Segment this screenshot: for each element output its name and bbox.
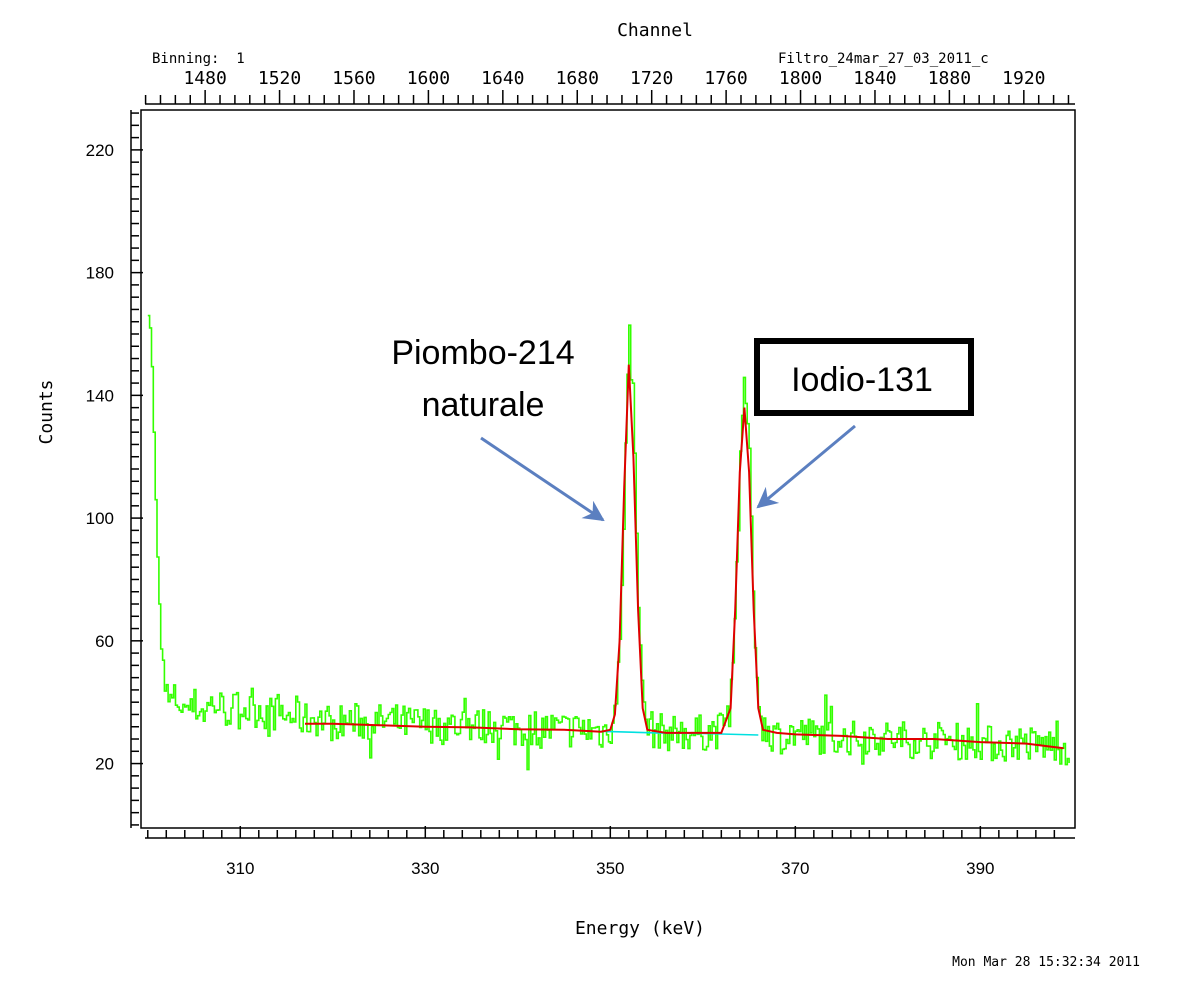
top-tick-label: 1600 (407, 68, 450, 89)
iodine-arrow (756, 424, 856, 509)
y-tick-label: 100 (86, 509, 114, 528)
spectrum-series (147, 314, 1070, 771)
x-tick-label: 350 (596, 859, 624, 878)
top-tick-label: 1760 (704, 68, 747, 89)
top-tick-label: 1840 (853, 68, 896, 89)
top-tick-label: 1480 (183, 68, 226, 89)
series-group (147, 314, 1070, 771)
iodine-label-box (754, 338, 974, 416)
top-tick-label: 1560 (332, 68, 375, 89)
lead-arrow (480, 436, 605, 522)
lead-annotation-line1: Piombo-214 (391, 334, 574, 372)
y-axis-label: Counts (36, 379, 57, 444)
binning-label: Binning: 1 (152, 51, 245, 67)
timestamp: Mon Mar 28 15:32:34 2011 (952, 955, 1140, 970)
y-tick-label: 60 (95, 632, 114, 651)
y-tick-label: 140 (86, 386, 114, 405)
top-axis-title: Channel (617, 20, 693, 41)
lead-annotation-line2: naturale (422, 386, 545, 424)
top-tick-label: 1880 (928, 68, 971, 89)
axes-group: 310 330 350 370 390 20 60 100 140 180 220 1480 1520 1… (86, 68, 1076, 878)
x-axis-label: Energy (keV) (575, 918, 705, 939)
top-tick-label: 1800 (779, 68, 822, 89)
annotations-group (480, 424, 856, 522)
y-tick-label: 20 (95, 755, 114, 774)
file-label: Filtro_24mar_27_03_2011_c (778, 51, 989, 67)
fit-series (305, 364, 1064, 750)
x-tick-label: 390 (966, 859, 994, 878)
x-tick-label: 310 (226, 859, 254, 878)
top-tick-label: 1520 (258, 68, 301, 89)
top-tick-label: 1720 (630, 68, 673, 89)
x-tick-label: 330 (411, 859, 439, 878)
iodine-annotation: Iodio-131 (791, 361, 933, 399)
y-tick-label: 180 (86, 264, 114, 283)
x-tick-label: 370 (781, 859, 809, 878)
top-tick-label: 1640 (481, 68, 524, 89)
y-tick-label: 220 (86, 141, 114, 160)
top-tick-label: 1920 (1002, 68, 1045, 89)
plot-frame (140, 109, 1076, 829)
top-tick-label: 1680 (556, 68, 599, 89)
